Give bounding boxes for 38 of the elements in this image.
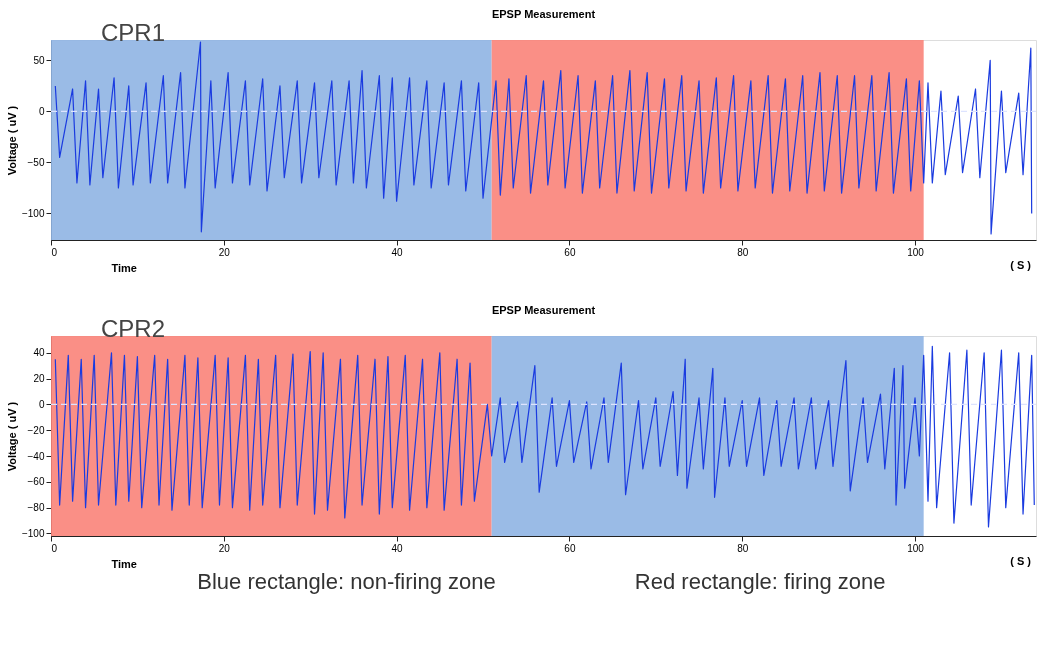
x-tick-label: 0 — [51, 246, 58, 258]
y-tick-label: −20 — [27, 424, 45, 436]
y-tick-label: −80 — [27, 502, 45, 514]
x-tick-label: 80 — [737, 542, 749, 554]
x-tick-label: 0 — [51, 542, 58, 554]
y-tick-label: −50 — [27, 156, 45, 168]
x-axis-title: Time — [111, 261, 137, 274]
x-axis-title: Time — [111, 557, 137, 570]
chart-title: EPSP Measurement — [491, 304, 596, 316]
y-tick-label: −100 — [21, 207, 45, 219]
y-tick-label: 0 — [38, 105, 45, 117]
annotation: CPR1 — [101, 19, 166, 46]
x-tick-label: 40 — [391, 246, 404, 258]
y-tick-label: −60 — [27, 476, 45, 488]
annotation: CPR2 — [101, 315, 166, 342]
line-series — [54, 345, 1035, 528]
y-axis-title: Voltage ( uV ) — [5, 401, 18, 472]
text: ( S ) — [1010, 555, 1032, 567]
text: ( S ) — [1010, 259, 1032, 271]
y-tick-label: 40 — [33, 347, 45, 359]
y-tick-label: −100 — [21, 527, 45, 539]
x-tick-label: 60 — [564, 542, 576, 554]
text: Red rectangle: firing zone — [634, 569, 886, 594]
x-tick-label: 100 — [907, 542, 925, 554]
line-series — [54, 41, 1033, 235]
x-tick-label: 20 — [218, 246, 231, 258]
x-tick-label: 40 — [391, 542, 404, 554]
x-tick-label: 100 — [907, 246, 925, 258]
y-tick-label: 0 — [38, 398, 45, 410]
text: Blue rectangle: non-firing zone — [197, 569, 496, 594]
x-tick-label: 60 — [564, 246, 576, 258]
y-axis-title: Voltage ( uV ) — [5, 105, 18, 176]
x-tick-label: 20 — [218, 542, 231, 554]
y-tick-label: −40 — [27, 450, 45, 462]
chart-title: EPSP Measurement — [491, 8, 596, 20]
x-tick-label: 80 — [737, 246, 749, 258]
y-tick-label: 20 — [33, 373, 45, 385]
y-tick-label: 50 — [33, 54, 45, 66]
